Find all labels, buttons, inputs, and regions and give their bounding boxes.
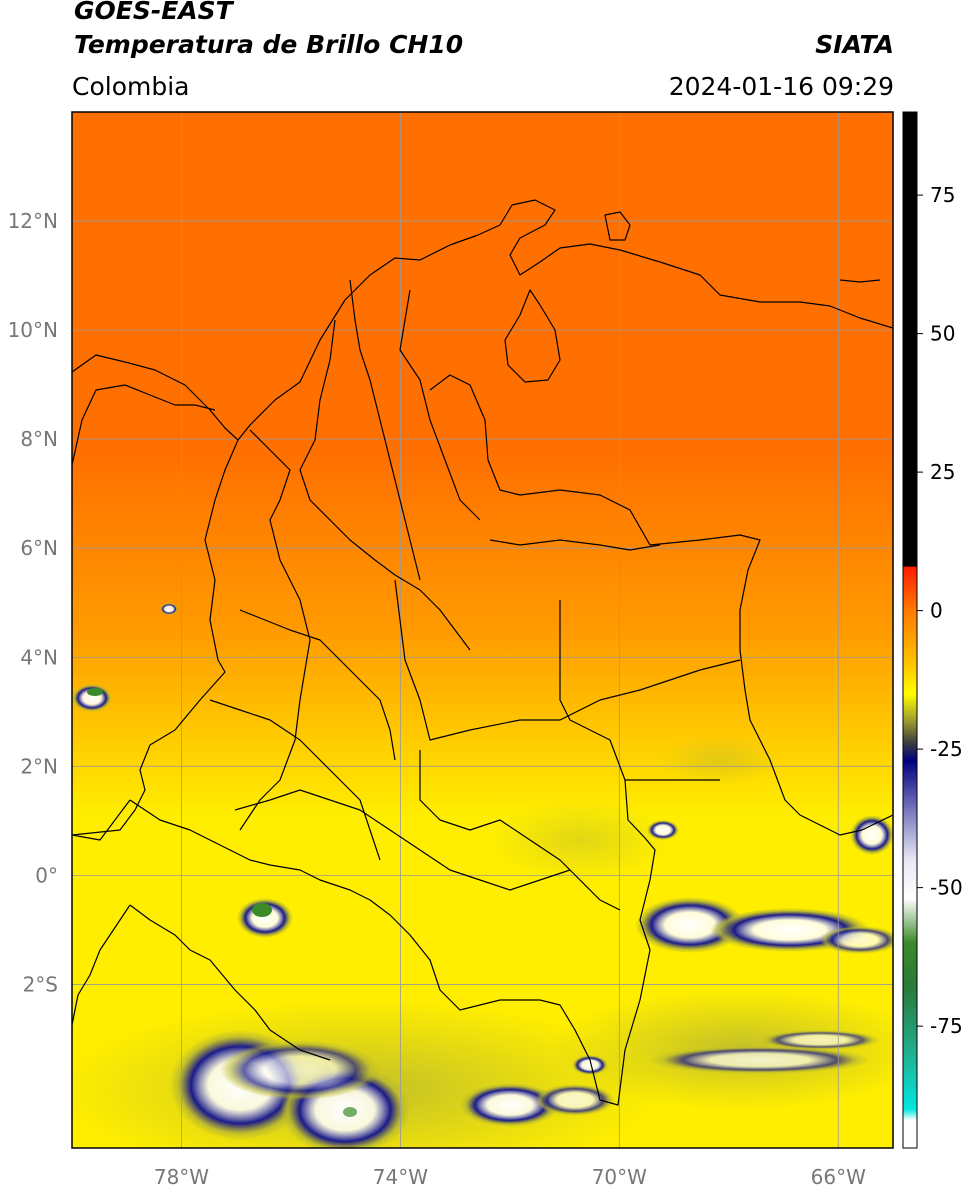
colorbar-tick-label: -75 (930, 1014, 963, 1038)
timestamp-label: 2024-01-16 09:29 (668, 72, 894, 101)
coastlines-borders (72, 199, 893, 1106)
map-grid (72, 112, 893, 1148)
internal-border-1 (299, 319, 471, 651)
cloud-cell-12 (647, 820, 679, 840)
region-label: Colombia (72, 72, 190, 101)
organization-label: SIATA (815, 30, 894, 59)
colorbar-tick-label: 0 (930, 599, 943, 623)
lat-tick-label: 2°N (20, 754, 58, 778)
cloud-cell-6 (572, 1055, 608, 1075)
internal-border-4 (419, 750, 621, 911)
longitude-ticks: 78°W 74°W 70°W 66°W (154, 1165, 866, 1189)
latitude-ticks: 12°N 10°N 8°N 6°N 4°N 2°N 0° 2°S (8, 209, 58, 996)
internal-border-9 (239, 609, 396, 761)
temperature-field (72, 112, 893, 1148)
cloud-haze-central (490, 800, 670, 880)
venezuela-colombia-border (429, 374, 893, 836)
internal-border-3 (394, 579, 741, 741)
title-line2: Temperatura de Brillo CH10 (74, 30, 464, 59)
lon-tick-label: 66°W (811, 1165, 866, 1189)
panama-coast (72, 384, 216, 466)
colorbar-tick-label: 75 (930, 183, 955, 207)
internal-border-8 (399, 289, 481, 521)
pacific-coast-colombia (72, 439, 239, 836)
map-frame (71, 111, 894, 1149)
colorbar-tick-label: 25 (930, 460, 955, 484)
cloud-band-southeast-2 (760, 1030, 880, 1050)
internal-border-7 (349, 279, 421, 581)
lat-tick-label: 2°S (23, 972, 58, 996)
internal-border-2 (239, 429, 311, 831)
lat-tick-label: 0° (35, 863, 58, 887)
lat-tick-label: 4°N (20, 645, 58, 669)
cloud-cell-3 (220, 1040, 380, 1100)
cloud-cell-13 (850, 815, 893, 855)
cloud-band-southeast (650, 1046, 870, 1074)
cloud-haze-east (660, 735, 780, 785)
cloud-cell-14 (160, 603, 178, 615)
lat-tick-label: 12°N (8, 209, 58, 233)
ecuador-coast (72, 904, 131, 1026)
aruba-curacao-coast (604, 211, 631, 241)
colorbar-tick-label: 50 (930, 322, 955, 346)
colorbar-tick-label: -50 (930, 876, 963, 900)
colorbar-frame (902, 111, 918, 1149)
lake-maracaibo (504, 289, 561, 383)
internal-border-6 (489, 539, 661, 551)
internal-border-5 (559, 600, 720, 781)
lon-tick-label: 70°W (592, 1165, 647, 1189)
cloud-core-green-2 (87, 688, 103, 696)
lon-tick-label: 74°W (373, 1165, 428, 1189)
cloud-cell-10 (237, 898, 293, 938)
venezuela-east-coast (839, 279, 881, 283)
colorbar-tick-label: -25 (930, 737, 963, 761)
ecuador-border-north (72, 799, 131, 841)
internal-border-10 (209, 699, 381, 861)
cloud-cell-4 (460, 1083, 560, 1127)
colorbar (903, 112, 917, 1148)
colorbar-ticks: 75 50 25 0 -25 -50 -75 (917, 183, 963, 1038)
cloud-cell-5 (535, 1084, 615, 1116)
lat-tick-label: 8°N (20, 427, 58, 451)
lat-tick-label: 6°N (20, 536, 58, 560)
title-line1: GOES-EAST (74, 0, 233, 25)
lat-tick-label: 10°N (8, 318, 58, 342)
cloud-core-green-1 (252, 903, 272, 917)
ecuador-peru-border (129, 904, 331, 1061)
internal-border-11 (234, 789, 571, 891)
lon-tick-label: 78°W (154, 1165, 209, 1189)
cloud-core-green-3 (343, 1107, 357, 1117)
cloud-cell-9 (820, 926, 893, 954)
caribbean-coast-colombia (72, 199, 893, 441)
cloud-cell-11 (72, 684, 112, 712)
colombia-brazil-peru-border (129, 779, 656, 1106)
